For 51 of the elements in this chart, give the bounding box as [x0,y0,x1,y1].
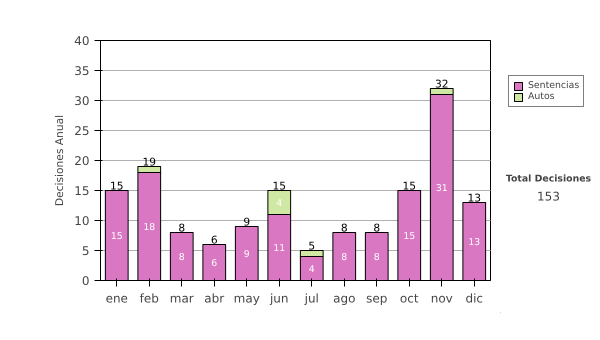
x-tick-label: jul [304,292,319,306]
y-tick-label: 5 [82,244,90,258]
x-tick-label: ago [333,292,356,306]
data-label: 6 [211,258,218,269]
data-label: 8 [341,252,348,263]
legend-label: Autos [528,91,555,102]
y-tick-label: 10 [74,214,90,228]
data-label: 18 [143,222,156,233]
total-label: 8 [373,222,380,234]
y-tick-label: 15 [74,184,90,198]
data-label: 4 [308,264,315,275]
total-label: 5 [308,240,316,252]
y-axis-title: Decisiones Anual [53,114,66,206]
total-label: 15 [402,180,416,192]
y-tick-label: 0 [82,274,90,288]
data-label: 4 [276,198,282,209]
total-label: 6 [210,234,218,246]
total-label: 15 [110,180,124,192]
data-label: 31 [436,183,448,194]
data-label: 15 [110,231,123,242]
y-tick-label: 30 [74,94,90,108]
data-label: 13 [468,237,480,248]
data-label: 8 [374,252,380,263]
x-tick-label: dic [465,292,484,306]
data-label: 9 [244,249,250,260]
x-tick-label: ene [106,292,128,306]
x-tick-label: feb [140,292,159,306]
y-tick-label: 40 [74,34,90,48]
x-tick-label: sep [366,292,388,306]
x-tick-label: jun [268,292,289,306]
legend-label: Sentencias [528,80,580,91]
total-label: 8 [340,222,348,234]
x-tick-label: mar [170,292,194,306]
total-label: 32 [434,78,449,90]
total-label: 19 [142,156,156,168]
data-label: 8 [178,252,185,263]
total-label: 9 [243,216,250,228]
total-label: 15 [272,180,286,192]
data-label: 11 [273,243,286,254]
y-tick-label: 20 [74,154,90,168]
x-tick-label: nov [430,292,453,306]
y-tick-label: 25 [74,124,90,138]
text: 153 [537,190,560,204]
total-label: 8 [178,222,186,234]
x-tick-label: may [234,292,260,306]
x-tick-label: oct [400,292,419,306]
y-tick-label: 35 [74,64,90,78]
total-label: 13 [467,192,482,204]
text: Total Decisiones [506,174,592,184]
x-tick-label: abr [204,292,224,306]
data-label: 15 [403,231,416,242]
